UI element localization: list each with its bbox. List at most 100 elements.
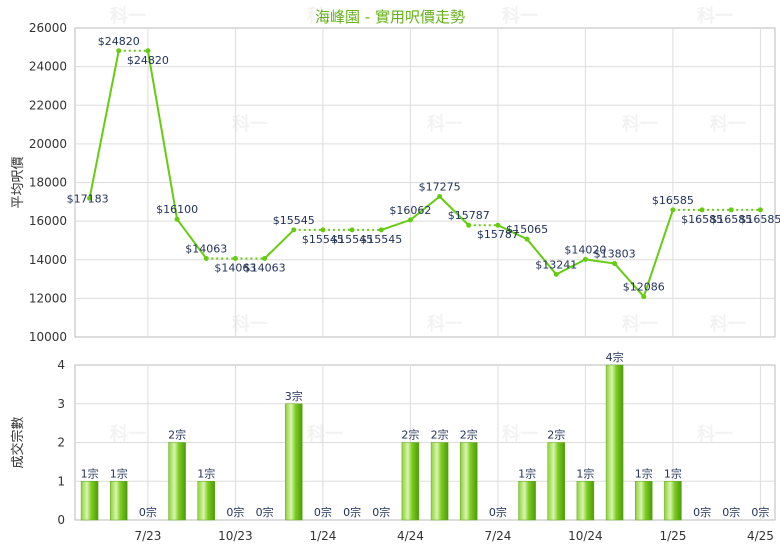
data-point xyxy=(145,48,150,53)
point-value-label: $16585 xyxy=(739,213,780,226)
y-tick-label: 10000 xyxy=(29,330,67,344)
watermark-text: 科一 xyxy=(232,113,268,135)
bar-value-label: 0宗 xyxy=(489,505,507,519)
data-point xyxy=(641,294,646,299)
bar-value-label: 1宗 xyxy=(518,466,536,480)
watermark-text: 科一 xyxy=(232,313,268,335)
y-tick-label: 12000 xyxy=(29,291,67,305)
bar xyxy=(81,481,98,520)
x-tick-label: 4/24 xyxy=(397,529,424,543)
point-value-label: $17275 xyxy=(419,181,461,194)
bar xyxy=(402,443,419,521)
y-tick-label: 14000 xyxy=(29,253,67,267)
bar-value-label: 2宗 xyxy=(547,428,565,442)
point-value-label: $16585 xyxy=(652,194,694,207)
bar xyxy=(548,443,565,521)
data-point xyxy=(700,207,705,212)
watermark-text: 科一 xyxy=(307,423,343,445)
bar-value-label: 1宗 xyxy=(576,466,594,480)
watermark-text: 科一 xyxy=(622,313,658,335)
bar-value-label: 3宗 xyxy=(285,389,303,403)
watermark-text: 科一 xyxy=(427,313,463,335)
x-tick-label: 1/24 xyxy=(309,529,336,543)
series-line-segment xyxy=(148,51,177,219)
data-point xyxy=(262,256,267,261)
watermark-text: 科一 xyxy=(110,423,146,445)
y-tick-label: 0 xyxy=(57,513,65,527)
point-value-label: $15545 xyxy=(360,233,402,246)
x-tick-label: 10/23 xyxy=(218,529,253,543)
bar-value-label: 0宗 xyxy=(372,505,390,519)
watermark-text: 科一 xyxy=(697,5,733,27)
y-axis-label-count: 成交宗數 xyxy=(10,416,26,468)
data-point xyxy=(379,227,384,232)
x-tick-label: 10/24 xyxy=(568,529,603,543)
y-tick-label: 24000 xyxy=(29,60,67,74)
bar xyxy=(577,481,594,520)
data-point xyxy=(175,217,180,222)
bar xyxy=(285,404,302,520)
watermark-text: 科一 xyxy=(622,113,658,135)
y-tick-label: 20000 xyxy=(29,137,67,151)
bar-value-label: 1宗 xyxy=(197,466,215,480)
data-point xyxy=(204,256,209,261)
point-value-label: $17183 xyxy=(67,192,109,205)
point-value-label: $12086 xyxy=(623,281,665,294)
bar xyxy=(635,481,652,520)
y-tick-label: 1 xyxy=(57,474,65,488)
data-point xyxy=(408,217,413,222)
data-point xyxy=(350,227,355,232)
y-tick-label: 18000 xyxy=(29,176,67,190)
bar xyxy=(460,443,477,521)
bar-value-label: 2宗 xyxy=(168,428,186,442)
bar-value-label: 1宗 xyxy=(110,466,128,480)
bar-value-label: 1宗 xyxy=(81,466,99,480)
point-value-label: $14063 xyxy=(185,243,227,256)
bar xyxy=(169,443,186,521)
bar-value-label: 0宗 xyxy=(722,505,740,519)
point-value-label: $16062 xyxy=(389,204,431,217)
series-line-segment xyxy=(265,230,294,259)
data-point xyxy=(291,227,296,232)
x-tick-label: 1/25 xyxy=(659,529,686,543)
point-value-label: $16100 xyxy=(156,203,198,216)
data-point xyxy=(495,223,500,228)
watermark-text: 科一 xyxy=(110,5,146,27)
bar xyxy=(519,481,536,520)
x-tick-label: 4/25 xyxy=(747,529,774,543)
y-tick-label: 22000 xyxy=(29,98,67,112)
bar xyxy=(606,365,623,520)
bar xyxy=(664,481,681,520)
y-tick-label: 2 xyxy=(57,436,65,450)
data-point xyxy=(729,207,734,212)
bar-value-label: 0宗 xyxy=(139,505,157,519)
data-point xyxy=(466,223,471,228)
watermark-text: 科一 xyxy=(697,423,733,445)
x-tick-label: 7/23 xyxy=(134,529,161,543)
y-tick-label: 3 xyxy=(57,397,65,411)
bar-value-label: 0宗 xyxy=(751,505,769,519)
bar-value-label: 4宗 xyxy=(606,350,624,364)
point-value-label: $15065 xyxy=(506,223,548,236)
watermark-text: 科一 xyxy=(710,313,746,335)
data-point xyxy=(437,194,442,199)
bar-value-label: 2宗 xyxy=(460,428,478,442)
watermark-text: 科一 xyxy=(427,113,463,135)
point-value-label: $13803 xyxy=(594,248,636,261)
bar-value-label: 2宗 xyxy=(431,428,449,442)
series-line-segment xyxy=(90,51,119,198)
point-value-label: $14063 xyxy=(244,262,286,275)
point-value-label: $13241 xyxy=(535,258,577,271)
bar xyxy=(431,443,448,521)
bar-value-label: 0宗 xyxy=(343,505,361,519)
data-point xyxy=(233,256,238,261)
watermark-text: 科一 xyxy=(502,5,538,27)
data-point xyxy=(612,261,617,266)
bar-value-label: 2宗 xyxy=(401,428,419,442)
point-value-label: $15787 xyxy=(448,209,490,222)
x-tick-label: 7/24 xyxy=(484,529,511,543)
bar-value-label: 0宗 xyxy=(226,505,244,519)
y-axis-label-price: 平均呎價 xyxy=(11,156,26,208)
watermark-text: 科一 xyxy=(307,5,343,27)
